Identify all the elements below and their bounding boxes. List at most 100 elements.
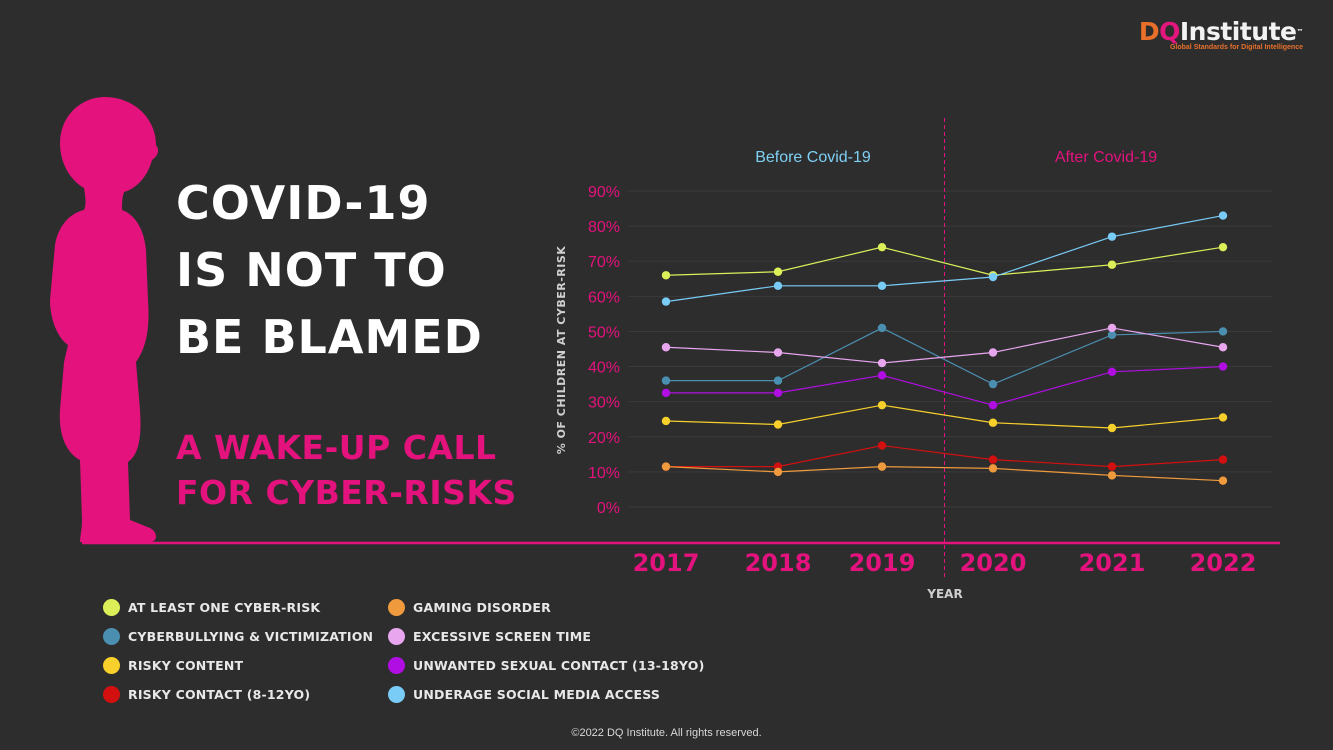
copyright-footer: ©2022 DQ Institute. All rights reserved. [571, 727, 762, 739]
data-point [773, 388, 783, 398]
headline: COVID-19 IS NOT TO BE BLAMED [176, 170, 483, 371]
y-tick-label: 30% [588, 395, 620, 412]
x-tick-label: 2021 [1079, 549, 1146, 577]
data-point [1218, 413, 1228, 422]
data-point [773, 267, 783, 276]
legend-swatch [388, 656, 405, 674]
series-line [666, 365, 1224, 406]
data-point [877, 358, 887, 368]
y-tick-label: 80% [588, 219, 620, 236]
legend-swatch [103, 627, 120, 645]
data-point [1218, 362, 1228, 371]
data-point [1218, 455, 1228, 464]
series-group [661, 323, 1228, 389]
legend-label: CYBERBULLYING & VICTIMIZATION [128, 628, 374, 644]
legend-item: RISKY CONTENT [103, 656, 388, 674]
data-point [1218, 242, 1228, 252]
legend-item: EXCESSIVE SCREEN TIME [388, 627, 708, 645]
legend-swatch [103, 598, 120, 616]
headline-line-1: COVID-19 [176, 176, 431, 230]
y-tick-label: 40% [588, 360, 620, 377]
x-tick-labels: 2017 2018 2019 2020 2021 2022 [633, 549, 1257, 577]
series-group [661, 462, 1228, 485]
legend-item: AT LEAST ONE CYBER-RISK [103, 598, 388, 616]
legend-label: RISKY CONTENT [128, 657, 244, 673]
data-point [1218, 476, 1228, 485]
series-line [665, 214, 1224, 303]
legend-swatch [103, 656, 120, 674]
legend-item: GAMING DISORDER [388, 598, 708, 616]
y-tick-labels: 0% 10% 20% 30% 40% 50% 60% 70% 80% 90% [588, 184, 620, 517]
series-line [666, 444, 1224, 468]
x-tick-label: 2020 [960, 549, 1027, 577]
legend-swatch [388, 598, 405, 616]
data-point [877, 400, 887, 410]
legend-label: GAMING DISORDER [413, 599, 551, 615]
data-point [877, 323, 887, 333]
legend-item: CYBERBULLYING & VICTIMIZATION [103, 627, 388, 645]
data-point [773, 420, 783, 429]
legend-item: RISKY CONTACT (8-12YO) [103, 685, 388, 703]
x-axis-label: YEAR [926, 587, 962, 601]
subhead-line-1: A WAKE-UP CALL [176, 428, 497, 467]
legend-label: RISKY CONTACT (8-12YO) [128, 686, 311, 702]
y-axis-label: % OF CHILDREN AT CYBER-RISK [555, 246, 568, 455]
chart-series [661, 211, 1228, 485]
before-covid-label: Before Covid-19 [755, 149, 871, 166]
data-point [661, 388, 671, 398]
series-group [661, 400, 1228, 433]
headline-line-2: IS NOT TO [176, 243, 447, 297]
logo-q: Q [1159, 17, 1180, 46]
data-point [661, 462, 671, 471]
legend-swatch [388, 627, 405, 645]
legend-item: UNWANTED SEXUAL CONTACT (13-18YO) [388, 656, 708, 674]
series-line [665, 404, 1224, 429]
data-point [1107, 323, 1117, 333]
line-chart: Before Covid-19 After Covid-19 0% 10% 20% 3… [555, 118, 1272, 601]
headline-line-3: BE BLAMED [176, 310, 483, 364]
legend-label: UNWANTED SEXUAL CONTACT (13-18YO) [413, 657, 705, 673]
series-line [665, 466, 1224, 482]
data-point [661, 343, 671, 352]
y-tick-label: 90% [588, 184, 620, 201]
data-point [1107, 330, 1117, 340]
data-point [773, 376, 783, 385]
legend-swatch [388, 685, 405, 703]
series-line [665, 246, 1224, 276]
data-point [877, 441, 887, 450]
data-point [661, 297, 671, 306]
chart-grid [628, 190, 1272, 508]
x-tick-label: 2018 [745, 549, 812, 577]
data-point [877, 462, 887, 471]
chart-legend: AT LEAST ONE CYBER-RISK GAMING DISORDER CY… [103, 598, 708, 703]
data-point [988, 379, 998, 389]
legend-item: UNDERAGE SOCIAL MEDIA ACCESS [388, 685, 708, 703]
data-point [877, 371, 887, 380]
data-point [773, 281, 783, 290]
legend-swatch [103, 685, 120, 703]
logo-d: D [1138, 17, 1160, 46]
data-point [988, 348, 998, 357]
legend-label: AT LEAST ONE CYBER-RISK [128, 599, 321, 615]
data-point [1218, 211, 1228, 220]
data-point [1107, 367, 1117, 377]
logo-trademark: ™ [1296, 28, 1304, 36]
data-point [1107, 462, 1117, 471]
y-tick-label: 70% [588, 254, 620, 271]
data-point [661, 271, 671, 280]
series-group [661, 211, 1228, 306]
data-point [773, 467, 783, 477]
data-point [1107, 232, 1117, 241]
logo-institute: Institute [1179, 17, 1297, 46]
series-group [661, 362, 1228, 410]
data-point [661, 416, 671, 426]
subhead-line-2: FOR CYBER-RISKS [176, 473, 517, 512]
series-line [665, 327, 1224, 364]
data-point [1107, 471, 1117, 480]
data-point [661, 376, 671, 385]
subhead: A WAKE-UP CALL FOR CYBER-RISKS [176, 425, 517, 515]
y-tick-label: 20% [588, 430, 620, 447]
legend-label: EXCESSIVE SCREEN TIME [413, 628, 592, 644]
logo-tagline: Global Standards for Digital Intelligenc… [1169, 44, 1303, 51]
